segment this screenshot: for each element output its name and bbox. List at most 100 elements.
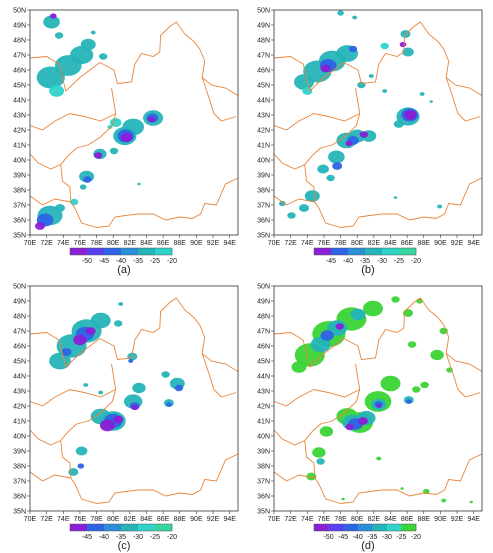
- border-line: [273, 429, 305, 446]
- field-blob: [326, 174, 335, 182]
- field-blob: [316, 458, 325, 465]
- lon-tick-label: 90E: [190, 516, 203, 523]
- lon-tick-label: 86E: [157, 240, 170, 247]
- lat-tick-label: 36N: [13, 493, 26, 500]
- field-blob: [352, 15, 358, 20]
- lat-tick-label: 46N: [13, 67, 26, 74]
- map-frame: [29, 285, 239, 512]
- border-line: [201, 353, 237, 398]
- field-blob: [341, 497, 345, 501]
- field-blob: [80, 38, 96, 51]
- border-line: [273, 153, 305, 170]
- field-blob: [328, 150, 345, 164]
- lon-tick-label: 70E: [268, 240, 281, 247]
- field-blob: [279, 200, 286, 207]
- field-blob: [61, 348, 72, 356]
- field-blob: [335, 323, 344, 330]
- colorbar-swatch: [328, 524, 344, 531]
- panel-c: 35N 36N 37N 38N 39N 40N 41N 42N 43N 44N 45N 46N 47N 4…: [4, 278, 244, 553]
- lon-tick-label: 78E: [334, 240, 347, 247]
- map-frame: [273, 285, 483, 512]
- lat-tick-label: 41N: [13, 418, 26, 425]
- colorbar-swatch: [155, 248, 173, 255]
- lat-tick-label: 49N: [13, 22, 26, 29]
- lon-tick-label: 80E: [351, 240, 364, 247]
- precipitation-field: [49, 302, 185, 476]
- colorbar-swatch: [87, 248, 105, 255]
- field-blob: [350, 308, 366, 321]
- field-blob: [83, 176, 92, 183]
- colorbar-swatch: [386, 524, 402, 531]
- lat-tick-label: 41N: [257, 142, 270, 149]
- lon-tick-label: 76E: [318, 240, 331, 247]
- field-blob: [131, 404, 139, 411]
- map-frame: [29, 9, 239, 236]
- border-line: [60, 363, 117, 504]
- field-blob: [83, 383, 89, 387]
- field-blob: [306, 472, 317, 481]
- lon-tick-label: 80E: [107, 516, 120, 523]
- colorbar-label: -20: [411, 534, 421, 541]
- lat-tick-label: 48N: [13, 313, 26, 320]
- border-lines: [273, 297, 483, 504]
- field-blob: [320, 64, 331, 73]
- field-blob: [405, 399, 412, 404]
- border-line: [29, 113, 116, 131]
- field-blob: [147, 116, 156, 123]
- field-blob: [391, 296, 400, 303]
- lat-tick-label: 44N: [257, 97, 270, 104]
- field-blob: [90, 30, 96, 35]
- field-blob: [77, 463, 85, 469]
- lat-tick-label: 39N: [257, 172, 270, 179]
- field-blob: [382, 89, 388, 93]
- lat-tick-label: 36N: [257, 493, 270, 500]
- field-blob: [70, 45, 94, 65]
- border-lines: [29, 21, 239, 228]
- colorbar-label: -25: [394, 258, 404, 265]
- lon-tick-label: 72E: [284, 240, 297, 247]
- lat-tick-label: 44N: [13, 97, 26, 104]
- field-blob: [332, 162, 343, 170]
- colorbar-swatch: [87, 524, 105, 531]
- lon-tick-label: 70E: [24, 240, 37, 247]
- lon-tick-label: 94E: [223, 516, 236, 523]
- panel-label: (a): [117, 264, 130, 276]
- lat-tick-label: 36N: [257, 217, 270, 224]
- lat-tick-label: 50N: [257, 283, 270, 290]
- panel-label: (b): [361, 264, 374, 276]
- panel-a: 35N 36N 37N 38N 39N 40N 41N 42N 43N 44N 45N 46N 47N 4…: [4, 2, 244, 277]
- lon-tick-label: 86E: [401, 240, 414, 247]
- field-blob: [376, 456, 382, 461]
- lat-tick-label: 40N: [13, 157, 26, 164]
- colorbar-label: -35: [133, 258, 143, 265]
- precipitation-field: [35, 13, 164, 230]
- field-blob: [429, 100, 433, 103]
- field-blob: [68, 468, 79, 476]
- lat-tick-label: 43N: [13, 388, 26, 395]
- lat-tick-label: 38N: [13, 187, 26, 194]
- lat-tick-label: 40N: [257, 433, 270, 440]
- border-line: [340, 177, 483, 228]
- border-line: [304, 363, 361, 504]
- border-line: [65, 21, 239, 96]
- lon-tick-label: 86E: [157, 516, 170, 523]
- lat-tick-label: 37N: [13, 478, 26, 485]
- field-blob: [166, 402, 172, 407]
- lat-tick-label: 42N: [257, 127, 270, 134]
- panel-b: 35N 36N 37N 38N 39N 40N 41N 42N 43N 44N 45N 46N 47N 4…: [248, 2, 488, 277]
- border-line: [201, 77, 237, 122]
- field-blob: [302, 87, 313, 95]
- field-blob: [469, 500, 473, 504]
- colorbar-swatch: [314, 524, 329, 531]
- lon-tick-label: 72E: [284, 516, 297, 523]
- precipitation-field: [291, 296, 473, 504]
- colorbar-swatch: [121, 524, 139, 531]
- border-line: [29, 56, 67, 92]
- border-line: [29, 389, 116, 407]
- lon-tick-label: 92E: [451, 516, 464, 523]
- lat-tick-label: 35N: [13, 508, 26, 515]
- lat-tick-label: 50N: [257, 7, 270, 14]
- field-blob: [99, 53, 108, 60]
- colorbar-swatch: [314, 248, 332, 255]
- field-blob: [99, 419, 115, 432]
